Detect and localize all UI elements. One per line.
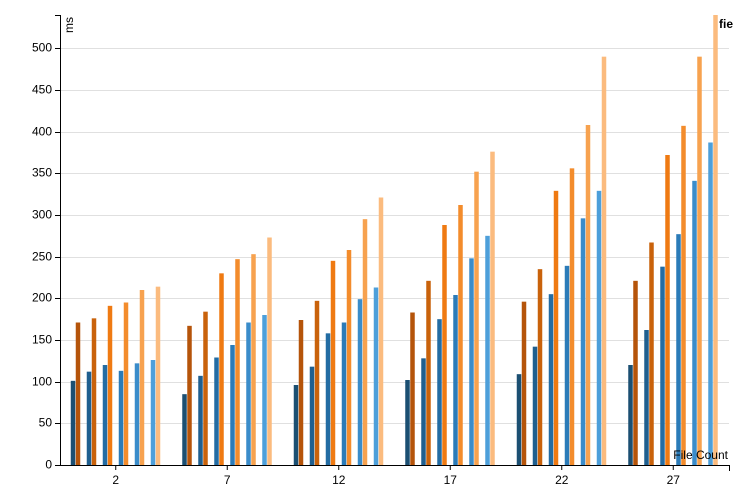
bar (437, 319, 442, 465)
bar (644, 330, 649, 465)
axes (55, 15, 730, 471)
x-tick-label: 17 (444, 473, 458, 487)
bar (86, 371, 92, 465)
bar (378, 197, 384, 465)
bar (155, 286, 161, 465)
y-tick-label: 450 (32, 83, 52, 97)
bar (490, 151, 495, 465)
y-tick-label: 250 (32, 250, 52, 264)
y-tick-label: 50 (39, 416, 53, 430)
y-tick-label: 300 (32, 208, 52, 222)
bar (251, 254, 256, 465)
bar (309, 366, 315, 465)
bar (325, 333, 331, 465)
bar (485, 235, 490, 465)
bar (713, 15, 718, 465)
bar (70, 380, 76, 465)
bar (516, 374, 522, 465)
bar (139, 290, 145, 465)
bar (262, 315, 267, 465)
bar (453, 295, 458, 465)
bar (569, 168, 575, 466)
bar (458, 205, 463, 465)
bar (521, 301, 527, 465)
y-tick-label: 500 (32, 41, 52, 55)
grid (60, 48, 729, 466)
bar (665, 155, 670, 465)
bar (410, 312, 415, 465)
bars (70, 15, 718, 466)
y-tick-label: 100 (32, 375, 52, 389)
bar (235, 259, 240, 465)
bar (553, 190, 559, 466)
bar (314, 300, 320, 465)
bar (134, 363, 140, 465)
x-tick-label: 7 (224, 473, 231, 487)
bar (203, 311, 208, 465)
bar (107, 305, 113, 465)
bar (346, 250, 352, 465)
bar (75, 322, 81, 465)
bar (442, 225, 447, 465)
bar (405, 380, 410, 465)
bar (628, 365, 633, 465)
bar (357, 299, 363, 465)
bar (596, 190, 602, 466)
y-tick-label: 0 (45, 458, 52, 472)
x-axis-label: File Count (673, 448, 728, 462)
bar (537, 269, 543, 465)
bar (697, 56, 702, 466)
bar (585, 125, 591, 465)
x-tick-label: 2 (112, 473, 119, 487)
x-tick-label: 22 (555, 473, 569, 487)
bar (150, 360, 156, 465)
bar (426, 280, 431, 465)
bar (123, 302, 129, 465)
bar (421, 358, 426, 465)
y-tick-label: 150 (32, 333, 52, 347)
bar (214, 357, 219, 465)
bar (246, 322, 251, 465)
bar (293, 385, 299, 465)
bar (91, 318, 97, 465)
bar (267, 237, 272, 465)
bar (474, 171, 479, 465)
bar (362, 219, 368, 465)
y-axis-label: ms (62, 17, 76, 33)
bar (708, 142, 713, 465)
x-tick-label: 12 (332, 473, 346, 487)
bar (660, 266, 665, 465)
bar (681, 125, 686, 465)
bar (633, 280, 638, 465)
bar (230, 345, 235, 465)
bar (676, 234, 681, 465)
bar (298, 320, 304, 465)
bar (182, 394, 187, 465)
bar (198, 375, 203, 465)
bar (601, 56, 607, 466)
bar (373, 287, 379, 465)
x-tick-label: 27 (667, 473, 681, 487)
y-tick-label: 350 (32, 166, 52, 180)
bar (219, 273, 224, 465)
bar (187, 325, 192, 465)
bar (649, 242, 654, 465)
legend-label: fie (719, 17, 733, 31)
bar (118, 370, 124, 465)
y-tick-label: 400 (32, 125, 52, 139)
bar (580, 218, 586, 465)
bar (469, 258, 474, 465)
bar (102, 365, 108, 465)
bar (532, 346, 538, 465)
bar (692, 180, 697, 466)
bar (564, 265, 570, 465)
bar (341, 322, 347, 465)
bar (330, 260, 336, 465)
bar (548, 294, 554, 465)
y-tick-label: 200 (32, 291, 52, 305)
